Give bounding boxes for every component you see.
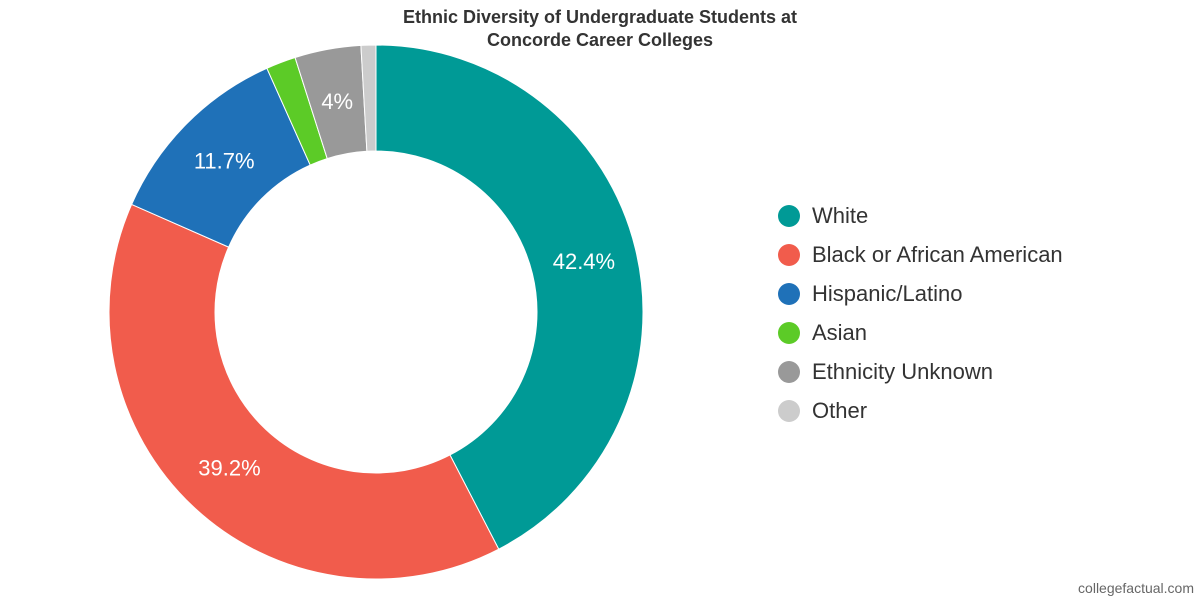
legend-item-white[interactable]: White [778,196,1063,235]
legend-item-asian[interactable]: Asian [778,313,1063,352]
chart-title-line-1: Ethnic Diversity of Undergraduate Studen… [402,7,798,27]
slice-label-hispanic-latino: 11.7% [194,149,255,174]
legend-swatch-icon [778,399,800,422]
slice-other [360,44,377,152]
slice-black-or-african-american [108,203,500,580]
legend-swatch-icon [778,243,800,266]
legend-swatch-icon [778,204,800,227]
legend-label: Asian [812,319,868,345]
legend-swatch-icon [778,282,800,305]
slice-label-white: 42.4% [553,249,615,274]
legend-item-ethnicity-unknown[interactable]: Ethnicity Unknown [778,352,1063,391]
legend-label: Hispanic/Latino [812,280,963,306]
chart-legend: White Black or African American Hispanic/L… [778,196,1063,430]
legend-swatch-icon [778,360,800,383]
legend-item-hispanic-latino[interactable]: Hispanic/Latino [778,274,1063,313]
legend-item-other[interactable]: Other [778,391,1063,430]
slice-white [375,44,644,550]
chart-title-line-2: Concorde Career Colleges [486,30,714,50]
slice-labels-group: 42.4% 39.2% 11.7% 4% [194,89,615,480]
slice-label-ethnicity-unknown: 4% [321,89,353,114]
legend-label: Black or African American [812,241,1063,267]
legend-item-black-or-african-american[interactable]: Black or African American [778,235,1063,274]
legend-swatch-icon [778,321,800,344]
legend-label: White [812,202,869,228]
slice-label-black-or-african-american: 39.2% [198,455,260,480]
source-credit: collegefactual.com [1078,580,1194,596]
chart-title: Ethnic Diversity of Undergraduate Studen… [0,6,1200,52]
legend-label: Ethnicity Unknown [812,358,993,384]
slices-group [108,44,644,580]
legend-label: Other [812,397,868,423]
